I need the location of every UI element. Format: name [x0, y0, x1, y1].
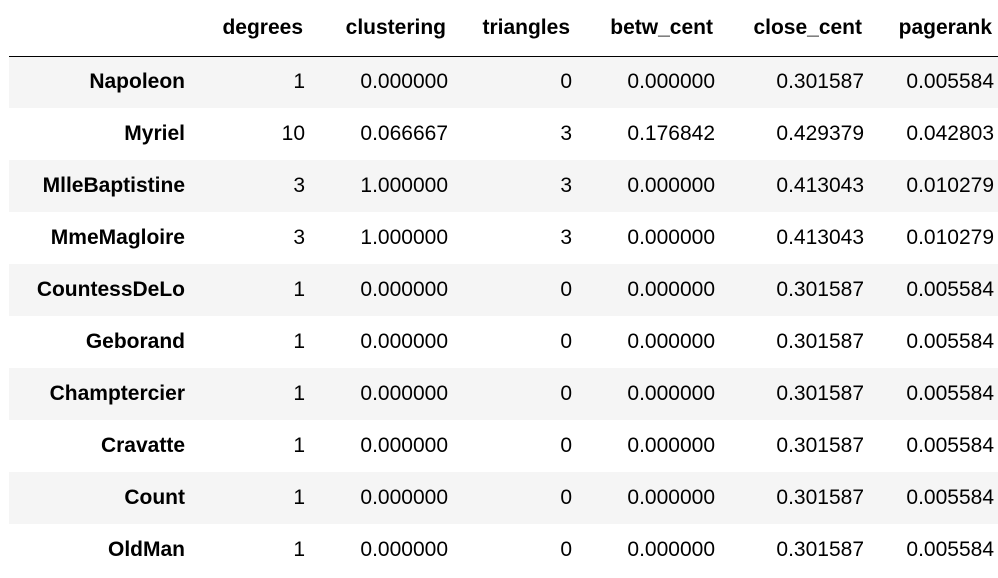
cell-clustering: 0.000000 — [360, 382, 448, 405]
cell-clustering: 0.066667 — [360, 122, 448, 145]
cell-pagerank: 0.005584 — [906, 330, 994, 353]
cell-close-cent: 0.301587 — [776, 278, 864, 301]
cell-clustering: 0.000000 — [360, 434, 448, 457]
cell-clustering: 1.000000 — [360, 226, 448, 249]
cell-triangles: 0 — [560, 278, 572, 301]
cell-close-cent: 0.301587 — [776, 70, 864, 94]
index-header — [9, 0, 193, 57]
cell-pagerank: 0.005584 — [906, 278, 994, 301]
cell-clustering: 0.000000 — [360, 486, 448, 509]
cell-pagerank: 0.005584 — [906, 382, 994, 405]
cell-close-cent: 0.429379 — [776, 122, 864, 145]
column-header-degrees: degrees — [193, 0, 309, 57]
cell-clustering: 0.000000 — [360, 70, 448, 94]
cell-betw-cent: 0.000000 — [627, 278, 715, 301]
table-row: Napoleon 1 0.000000 0 0.000000 0.301587 0.0055… — [9, 56, 998, 108]
cell-pagerank: 0.005584 — [906, 538, 994, 561]
cell-degrees: 1 — [293, 434, 305, 457]
row-index-label: Cravatte — [100, 434, 185, 457]
column-header-triangles: triangles — [452, 0, 576, 57]
column-header-close-cent: close_cent — [719, 0, 868, 57]
dataframe-table: degrees clustering triangles betw_cent c… — [9, 0, 998, 576]
cell-close-cent: 0.413043 — [776, 174, 864, 197]
cell-betw-cent: 0.000000 — [627, 226, 715, 249]
cell-betw-cent: 0.000000 — [627, 538, 715, 561]
cell-close-cent: 0.301587 — [776, 382, 864, 405]
table-row: Myriel 10 0.066667 3 0.176842 0.429379 0.04280… — [9, 108, 998, 160]
table-row: Geborand 1 0.000000 0 0.000000 0.301587 0.0055… — [9, 316, 998, 368]
cell-betw-cent: 0.000000 — [627, 434, 715, 457]
row-index-label: MmeMagloire — [50, 226, 185, 249]
cell-clustering: 0.000000 — [360, 278, 448, 301]
cell-close-cent: 0.301587 — [776, 486, 864, 509]
row-index-label: MlleBaptistine — [42, 174, 185, 197]
cell-degrees: 1 — [293, 70, 305, 94]
cell-triangles: 0 — [560, 486, 572, 509]
cell-degrees: 1 — [293, 278, 305, 301]
column-header-clustering: clustering — [309, 0, 452, 57]
cell-betw-cent: 0.000000 — [627, 70, 715, 94]
cell-pagerank: 0.005584 — [906, 434, 994, 457]
table-row: OldMan 1 0.000000 0 0.000000 0.301587 0.005584 — [9, 524, 998, 576]
cell-degrees: 1 — [293, 382, 305, 405]
cell-degrees: 3 — [293, 174, 305, 197]
cell-betw-cent: 0.000000 — [627, 486, 715, 509]
cell-close-cent: 0.301587 — [776, 538, 864, 561]
cell-close-cent: 0.301587 — [776, 330, 864, 353]
column-header-betw-cent: betw_cent — [576, 0, 719, 57]
table-row: Champtercier 1 0.000000 0 0.000000 0.301587 0.… — [9, 368, 998, 420]
table-row: Cravatte 1 0.000000 0 0.000000 0.301587 0.0055… — [9, 420, 998, 472]
row-index-label: Napoleon — [89, 70, 185, 94]
cell-triangles: 3 — [560, 174, 572, 197]
cell-pagerank: 0.005584 — [906, 486, 994, 509]
cell-clustering: 0.000000 — [360, 538, 448, 561]
cell-clustering: 0.000000 — [360, 330, 448, 353]
cell-triangles: 0 — [560, 538, 572, 561]
cell-pagerank: 0.042803 — [906, 122, 994, 145]
table-row: Count 1 0.000000 0 0.000000 0.301587 0.005584 — [9, 472, 998, 524]
cell-triangles: 0 — [560, 70, 572, 94]
header-row: degrees clustering triangles betw_cent c… — [9, 0, 998, 57]
cell-pagerank: 0.010279 — [906, 226, 994, 249]
table-header: degrees clustering triangles betw_cent c… — [9, 0, 998, 57]
row-index-label: Count — [124, 486, 185, 509]
cell-triangles: 0 — [560, 382, 572, 405]
cell-degrees: 1 — [293, 330, 305, 353]
cell-betw-cent: 0.000000 — [627, 330, 715, 353]
cell-pagerank: 0.005584 — [906, 70, 994, 94]
cell-degrees: 1 — [293, 538, 305, 561]
row-index-label: OldMan — [108, 538, 185, 561]
cell-triangles: 3 — [560, 122, 572, 145]
cell-degrees: 3 — [293, 226, 305, 249]
cell-triangles: 0 — [560, 330, 572, 353]
table-row: MlleBaptistine 3 1.000000 3 0.000000 0.413043… — [9, 160, 998, 212]
row-index-label: Myriel — [124, 122, 185, 145]
cell-betw-cent: 0.000000 — [627, 382, 715, 405]
cell-close-cent: 0.413043 — [776, 226, 864, 249]
row-index-label: Champtercier — [49, 382, 185, 405]
table-row: MmeMagloire 3 1.000000 3 0.000000 0.413043 0.0… — [9, 212, 998, 264]
column-header-pagerank: pagerank — [868, 0, 998, 57]
cell-betw-cent: 0.176842 — [627, 122, 715, 145]
cell-clustering: 1.000000 — [360, 174, 448, 197]
row-index-label: CountessDeLo — [36, 278, 185, 301]
table-body: Napoleon 1 0.000000 0 0.000000 0.301587 0.0055… — [9, 56, 998, 576]
table-row: CountessDeLo 1 0.000000 0 0.000000 0.301587 0.… — [9, 264, 998, 316]
cell-betw-cent: 0.000000 — [627, 174, 715, 197]
cell-triangles: 0 — [560, 434, 572, 457]
cell-pagerank: 0.010279 — [906, 174, 994, 197]
cell-degrees: 1 — [293, 486, 305, 509]
cell-triangles: 3 — [560, 226, 572, 249]
cell-degrees: 10 — [281, 122, 305, 145]
cell-close-cent: 0.301587 — [776, 434, 864, 457]
row-index-label: Geborand — [85, 330, 185, 353]
